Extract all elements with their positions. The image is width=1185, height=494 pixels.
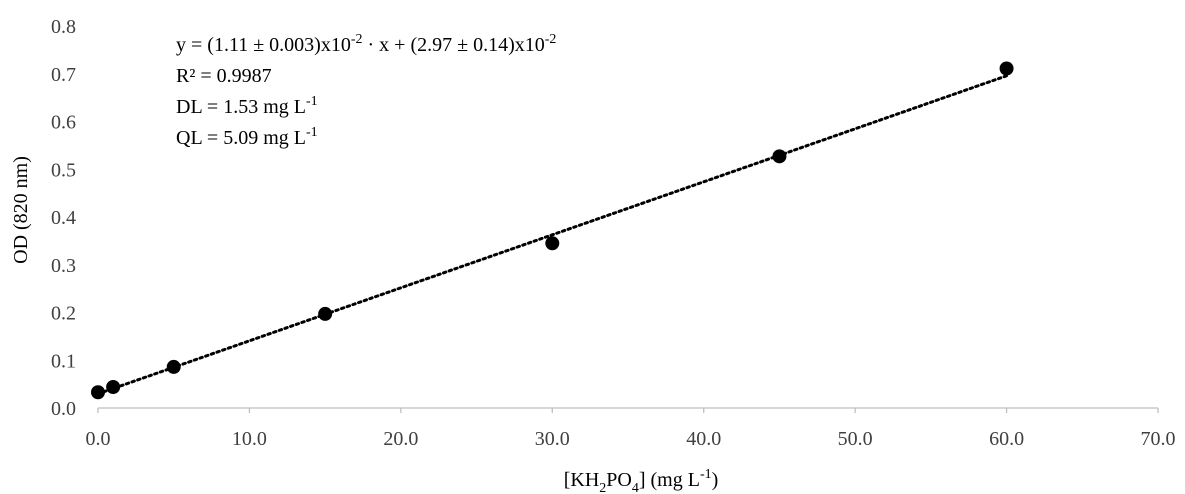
y-tick-label: 0.7 [51,64,76,86]
data-point [106,379,121,394]
data-point [772,149,787,164]
data-point [999,61,1014,76]
y-tick-label: 0.1 [51,350,76,372]
x-axis-title: [KH2PO4] (mg L-1) [564,467,719,494]
x-tick-label: 70.0 [1141,428,1176,450]
regression-equation: y = (1.11 ± 0.003)x10-2 · x + (2.97 ± 0.… [176,32,556,56]
x-tick-label: 50.0 [838,428,873,450]
x-tick-label: 10.0 [232,428,267,450]
x-tick-label: 60.0 [989,428,1024,450]
y-tick-label: 0.0 [51,398,76,420]
data-point [318,306,333,321]
detection-limit-label: DL = 1.53 mg L-1 [176,94,318,118]
data-point [91,385,105,400]
y-tick-label: 0.4 [51,207,76,229]
y-tick-label: 0.3 [51,255,76,277]
y-tick-label: 0.8 [51,16,76,38]
quantification-limit-label: QL = 5.09 mg L-1 [176,125,318,149]
x-tick-marks [97,408,1159,413]
x-tick-labels: 0.0 10.0 20.0 30.0 40.0 50.0 60.0 70.0 [86,428,1176,450]
y-axis-title: OD (820 nm) [10,156,32,264]
data-point [166,359,181,374]
x-tick-label: 0.0 [86,428,111,450]
x-tick-label: 40.0 [686,428,721,450]
y-tick-labels: 0.0 0.1 0.2 0.3 0.4 0.5 0.6 0.7 0.8 [51,16,76,420]
x-tick-label: 30.0 [535,428,570,450]
r-squared-label: R² = 0.9987 [176,65,272,87]
trendline [96,74,1009,396]
x-tick-label: 20.0 [383,428,418,450]
y-tick-label: 0.5 [51,159,76,181]
data-points [91,61,1014,400]
data-point [545,236,560,251]
y-tick-label: 0.2 [51,303,76,325]
y-tick-label: 0.6 [51,112,76,134]
